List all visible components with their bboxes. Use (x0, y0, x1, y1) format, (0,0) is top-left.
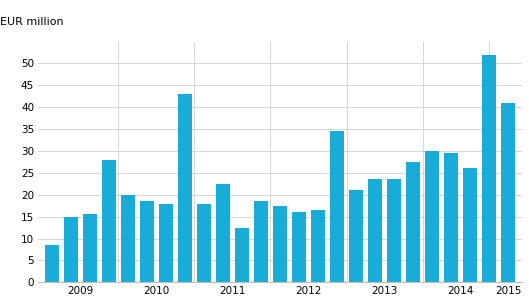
Bar (368, 179, 382, 282)
Bar (311, 210, 325, 282)
Bar (140, 201, 154, 282)
Bar (482, 55, 496, 282)
Bar (159, 204, 173, 282)
Bar (330, 131, 344, 282)
Bar (216, 184, 230, 282)
Bar (463, 169, 477, 282)
Bar (121, 195, 135, 282)
Bar (197, 204, 211, 282)
Bar (444, 153, 458, 282)
Bar (349, 190, 363, 282)
Bar (292, 212, 306, 282)
Bar (63, 217, 78, 282)
Bar (501, 103, 515, 282)
Bar (273, 206, 287, 282)
Bar (178, 94, 192, 282)
Bar (235, 228, 249, 282)
Bar (387, 179, 401, 282)
Bar (254, 201, 268, 282)
Bar (44, 245, 59, 282)
Bar (102, 160, 116, 282)
Bar (83, 214, 97, 282)
Text: EUR million: EUR million (0, 17, 63, 27)
Bar (425, 151, 439, 282)
Bar (406, 162, 420, 282)
